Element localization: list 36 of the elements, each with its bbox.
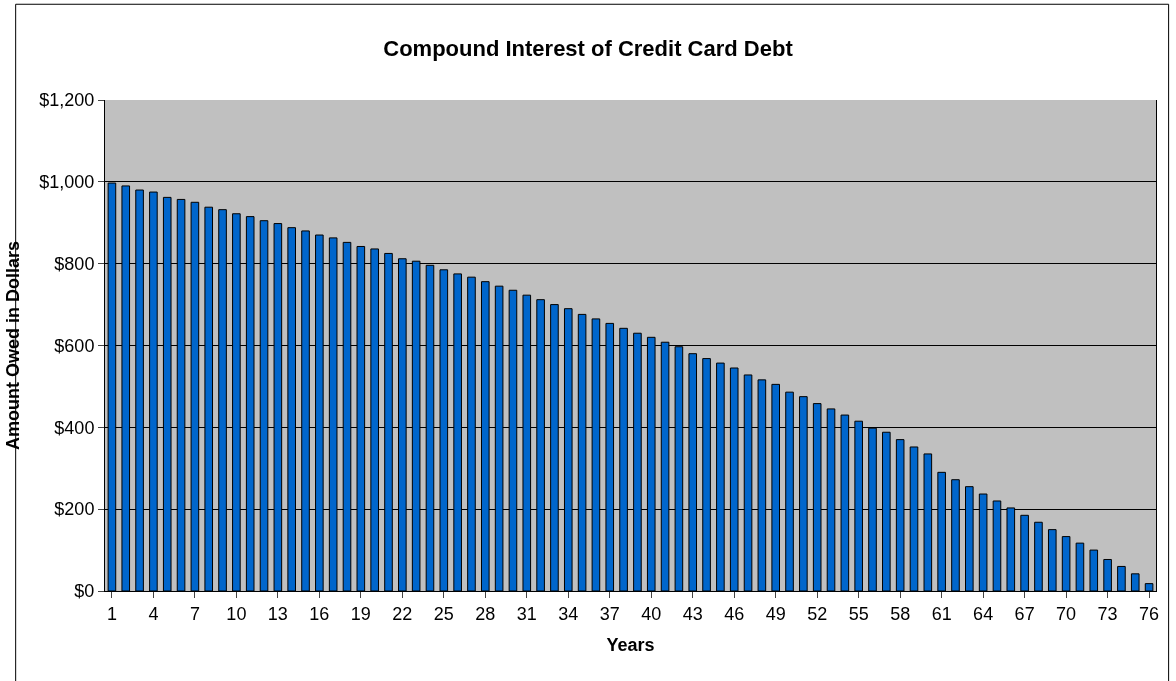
x-tick-label: 58 (890, 603, 911, 624)
x-tick-label: 34 (558, 603, 579, 624)
y-tick-label: $600 (54, 335, 95, 356)
y-tick-label: $400 (54, 417, 95, 438)
y-tick-label: $1,000 (39, 172, 95, 193)
x-tick-label: 52 (807, 603, 828, 624)
x-tick-label: 31 (516, 603, 537, 624)
x-tick-label: 49 (765, 603, 786, 624)
x-tick-label: 16 (309, 603, 330, 624)
x-tick-label: 61 (931, 603, 952, 624)
y-axis-title: Amount Owed in Dollars (2, 240, 23, 451)
x-tick-label: 64 (973, 603, 994, 624)
x-tick-label: 46 (724, 603, 745, 624)
x-axis-title: Years (606, 634, 655, 655)
x-tick-label: 19 (350, 603, 371, 624)
x-tick-label: 67 (1014, 603, 1035, 624)
x-tick-label: 4 (148, 603, 159, 624)
x-tick-label: 25 (433, 603, 454, 624)
x-tick-label: 70 (1056, 603, 1077, 624)
x-tick-label: 1 (106, 603, 117, 624)
x-tick-label: 37 (599, 603, 620, 624)
y-tick-label: $800 (54, 253, 95, 274)
y-tick-label: $200 (54, 499, 95, 520)
x-tick-label: 10 (226, 603, 247, 624)
x-tick-label: 28 (475, 603, 496, 624)
y-tick-label: $1,200 (39, 90, 95, 111)
x-tick-label: 7 (189, 603, 200, 624)
x-tick-label: 73 (1097, 603, 1118, 624)
x-tick-label: 76 (1139, 603, 1160, 624)
chart-title: Compound Interest of Credit Card Debt (383, 36, 794, 62)
x-tick-label: 13 (267, 603, 288, 624)
x-tick-label: 40 (641, 603, 662, 624)
y-tick-label: $0 (74, 581, 95, 602)
x-tick-label: 55 (848, 603, 869, 624)
x-tick-label: 22 (392, 603, 413, 624)
x-tick-label: 43 (682, 603, 703, 624)
